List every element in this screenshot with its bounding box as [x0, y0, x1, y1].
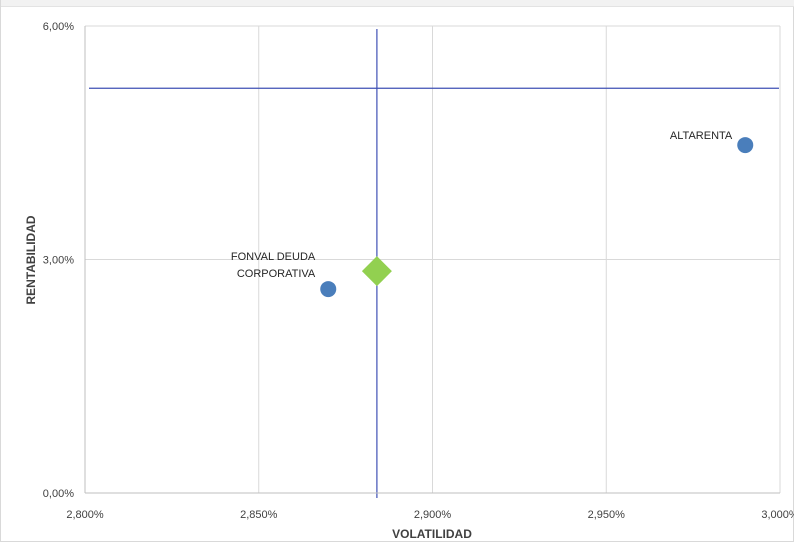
point-label: FONVAL DEUDA [231, 251, 316, 263]
point-label: ALTARENTA [670, 130, 733, 142]
x-tick-label: 2,900% [414, 509, 452, 521]
x-tick-label: 2,800% [66, 509, 104, 521]
y-tick-label: 0,00% [43, 488, 74, 500]
x-axis-title: VOLATILIDAD [392, 527, 472, 541]
scatter-point [320, 281, 337, 298]
x-tick-label: 3,000% [761, 509, 794, 521]
y-axis-title: RENTABILIDAD [24, 215, 38, 304]
axes [84, 26, 780, 494]
y-tick-label: 3,00% [43, 255, 74, 267]
x-tick-label: 2,850% [240, 509, 278, 521]
data-labels: ALTARENTA FONVAL DEUDA CORPORATIVA [231, 130, 733, 280]
x-tick-label: 2,950% [588, 509, 626, 521]
scatter-point [737, 137, 754, 154]
y-tick-label: 6,00% [43, 21, 74, 33]
reference-lines [89, 29, 779, 498]
top-strip [1, 0, 794, 7]
data-points [320, 137, 754, 298]
average-diamond-point [361, 256, 392, 287]
grid-lines [85, 25, 781, 493]
tick-labels: 2,800% 2,850% 2,900% 2,950% 3,000% 0,00% 3,00%… [43, 21, 794, 521]
point-label: CORPORATIVA [237, 268, 316, 280]
